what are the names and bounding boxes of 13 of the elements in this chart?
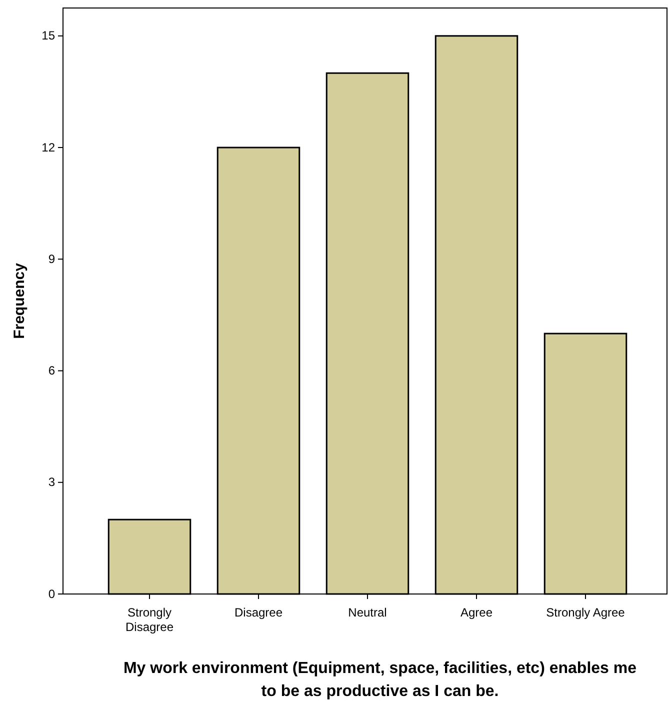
x-tick-label: Neutral [348,605,387,620]
y-tick-label: 3 [48,475,56,490]
y-tick-label: 6 [48,364,56,378]
y-axis-title: Frequency [11,262,28,339]
x-tick-label: Strongly Agree [546,605,626,620]
y-tick-label: 0 [48,586,56,601]
y-tick-label: 15 [42,28,56,43]
x-tick-label: Agree [460,605,493,620]
x-tick-label: Disagree [234,605,283,620]
x-tick-label: Strongly Disagree [125,605,174,634]
y-tick-label: 9 [48,252,56,266]
x-axis-title: My work environment (Equipment, space, facilities, etc) enables me to be as productive as I can be. [123,660,637,700]
y-tick-label: 12 [42,140,56,154]
